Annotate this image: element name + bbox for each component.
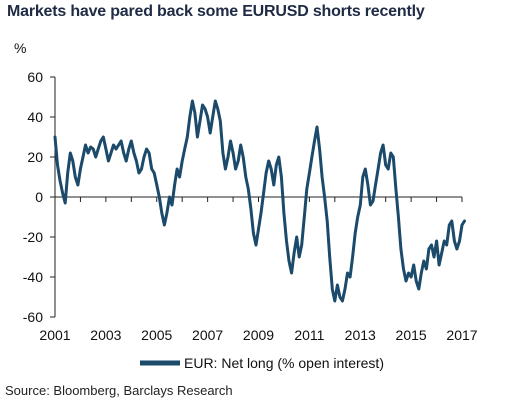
x-tick-label: 2001 <box>39 327 70 343</box>
x-tick-label: 2005 <box>141 327 172 343</box>
x-tick-label: 2007 <box>192 327 223 343</box>
x-tick-label: 2003 <box>90 327 121 343</box>
y-axis: 60 40 20 0 -20 -40 -60 <box>23 69 56 325</box>
legend-label: EUR: Net long (% open interest) <box>184 355 384 371</box>
y-tick-label: 60 <box>27 69 43 85</box>
y-tick-label: 40 <box>27 109 43 125</box>
series-layer <box>53 99 466 303</box>
x-tick-label: 2009 <box>243 327 274 343</box>
series-line <box>53 99 466 303</box>
source-note: Source: Bloomberg, Barclays Research <box>5 383 233 398</box>
chart-title: Markets have pared back some EURUSD shor… <box>7 3 425 20</box>
y-tick-label: -40 <box>23 269 43 285</box>
x-tick-label: 2015 <box>396 327 427 343</box>
y-tick-label: -60 <box>23 309 43 325</box>
y-tick-label: 20 <box>27 149 43 165</box>
line-chart: % 60 40 20 0 -20 -40 -60 2001 2003 2005 2007 2009 2… <box>14 40 478 371</box>
y-tick-label: -20 <box>23 229 43 245</box>
x-tick-label: 2017 <box>446 327 477 343</box>
x-tick-label: 2011 <box>294 327 324 343</box>
y-tick-label: 0 <box>35 189 43 205</box>
legend: EUR: Net long (% open interest) <box>140 355 384 371</box>
y-axis-unit-label: % <box>14 40 26 56</box>
x-tick-label: 2013 <box>345 327 376 343</box>
